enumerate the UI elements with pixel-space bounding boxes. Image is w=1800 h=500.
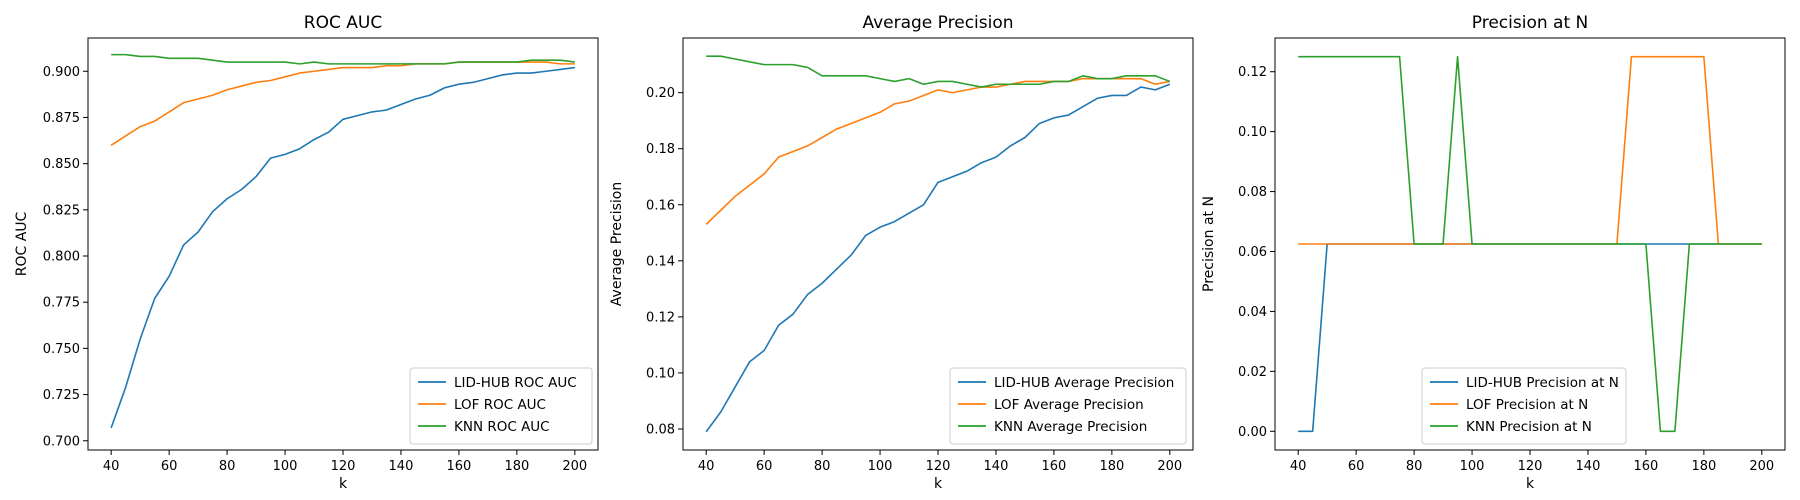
x-tick-label: 100 [868, 459, 893, 474]
chart-panel-2: Average Precision 40 60 80 100 120 140 160 180 20… [609, 13, 1194, 492]
x-tick-label: 40 [1290, 459, 1307, 474]
legend-label: KNN Precision at N [1466, 419, 1592, 435]
series-line-1 [705, 83, 1171, 433]
series-line-1 [110, 66, 575, 429]
x-tick-label: 120 [926, 459, 951, 474]
legend-label: LOF Precision at N [1466, 397, 1588, 413]
chart-title: Precision at N [1472, 13, 1588, 33]
x-tick-label: 80 [1406, 459, 1423, 474]
y-tick-label: 0.850 [43, 157, 80, 172]
x-tick-label: 140 [1576, 459, 1601, 474]
y-tick-label: 0.06 [1238, 245, 1267, 260]
y-tick-label: 0.08 [646, 422, 675, 437]
y-tick-label: 0.18 [646, 142, 675, 157]
legend-box [949, 367, 1187, 445]
chart-title: Average Precision [862, 13, 1013, 33]
legend-label: LID-HUB Average Precision [994, 375, 1174, 391]
y-tick-label: 0.750 [43, 342, 80, 357]
x-tick-label: 60 [756, 459, 773, 474]
y-tick-label: 0.775 [43, 296, 80, 311]
x-tick-label: 180 [504, 459, 529, 474]
x-tick-label: 180 [1691, 459, 1716, 474]
chart-title: ROC AUC [304, 13, 382, 33]
x-tick-label: 160 [1633, 459, 1658, 474]
y-tick-label: 0.12 [1238, 65, 1267, 80]
legend: LID-HUB ROC AUC LOF ROC AUC KNN ROC AUC [409, 367, 593, 445]
series-line-3 [706, 55, 1171, 88]
x-tick-label: 180 [1099, 459, 1124, 474]
x-tick-label: 100 [1460, 459, 1485, 474]
legend-box [1421, 367, 1627, 445]
x-tick-label: 160 [1041, 459, 1066, 474]
x-axis-label: k [1526, 476, 1535, 492]
legend-box [409, 367, 593, 445]
y-tick-label: 0.14 [646, 254, 675, 269]
x-tick-label: 80 [814, 459, 831, 474]
x-tick-label: 120 [1518, 459, 1543, 474]
x-tick-label: 80 [219, 459, 236, 474]
y-tick-label: 0.10 [646, 366, 675, 381]
y-tick-label: 0.725 [43, 388, 80, 403]
x-tick-label: 200 [1157, 459, 1182, 474]
y-tick-label: 0.800 [43, 250, 80, 265]
y-tick-label: 0.12 [646, 310, 675, 325]
y-tick-label: 0.20 [646, 86, 675, 101]
legend: LID-HUB Precision at N LOF Precision at N… [1421, 367, 1627, 445]
x-tick-label: 40 [103, 459, 120, 474]
x-axis-label: k [934, 476, 943, 492]
y-tick-label: 0.825 [43, 203, 80, 218]
x-tick-label: 60 [161, 459, 178, 474]
series-line-3 [1298, 55, 1762, 433]
y-tick-label: 0.900 [43, 65, 80, 80]
x-tick-label: 160 [446, 459, 471, 474]
legend-label: LOF ROC AUC [454, 397, 546, 413]
x-tick-label: 40 [698, 459, 715, 474]
x-tick-label: 120 [331, 459, 356, 474]
y-axis-label: ROC AUC [14, 211, 30, 276]
y-axis-label: Average Precision [609, 182, 625, 306]
y-tick-label: 0.02 [1238, 365, 1267, 380]
legend-label: KNN ROC AUC [454, 419, 550, 435]
x-tick-label: 200 [562, 459, 587, 474]
y-tick-label: 0.10 [1238, 125, 1267, 140]
y-tick-label: 0.700 [43, 434, 80, 449]
x-tick-label: 60 [1348, 459, 1365, 474]
series-line-2 [1298, 55, 1762, 245]
x-tick-label: 100 [273, 459, 298, 474]
chart-panel-1: ROC AUC 40 60 80 100 120 140 160 180 200 0.700 0.72… [14, 13, 599, 492]
y-tick-label: 0.08 [1238, 185, 1267, 200]
series-line-2 [705, 77, 1170, 225]
legend-label: LOF Average Precision [994, 397, 1144, 413]
y-tick-label: 0.16 [646, 198, 675, 213]
legend-label: LID-HUB Precision at N [1466, 375, 1619, 391]
x-axis-label: k [339, 476, 348, 492]
legend-label: LID-HUB ROC AUC [454, 375, 577, 391]
y-tick-label: 0.875 [43, 111, 80, 126]
x-tick-label: 200 [1749, 459, 1774, 474]
series-line-3 [111, 53, 575, 65]
legend-label: KNN Average Precision [994, 419, 1147, 435]
chart-panel-3: Precision at N 40 60 80 100 120 140 160 180 200 0.… [1201, 13, 1786, 492]
legend: LID-HUB Average Precision LOF Average Pre… [949, 367, 1187, 445]
y-axis-label: Precision at N [1201, 196, 1217, 292]
y-tick-label: 0.00 [1238, 425, 1267, 440]
y-tick-label: 0.04 [1238, 305, 1267, 320]
x-tick-label: 140 [984, 459, 1009, 474]
x-tick-label: 140 [389, 459, 414, 474]
